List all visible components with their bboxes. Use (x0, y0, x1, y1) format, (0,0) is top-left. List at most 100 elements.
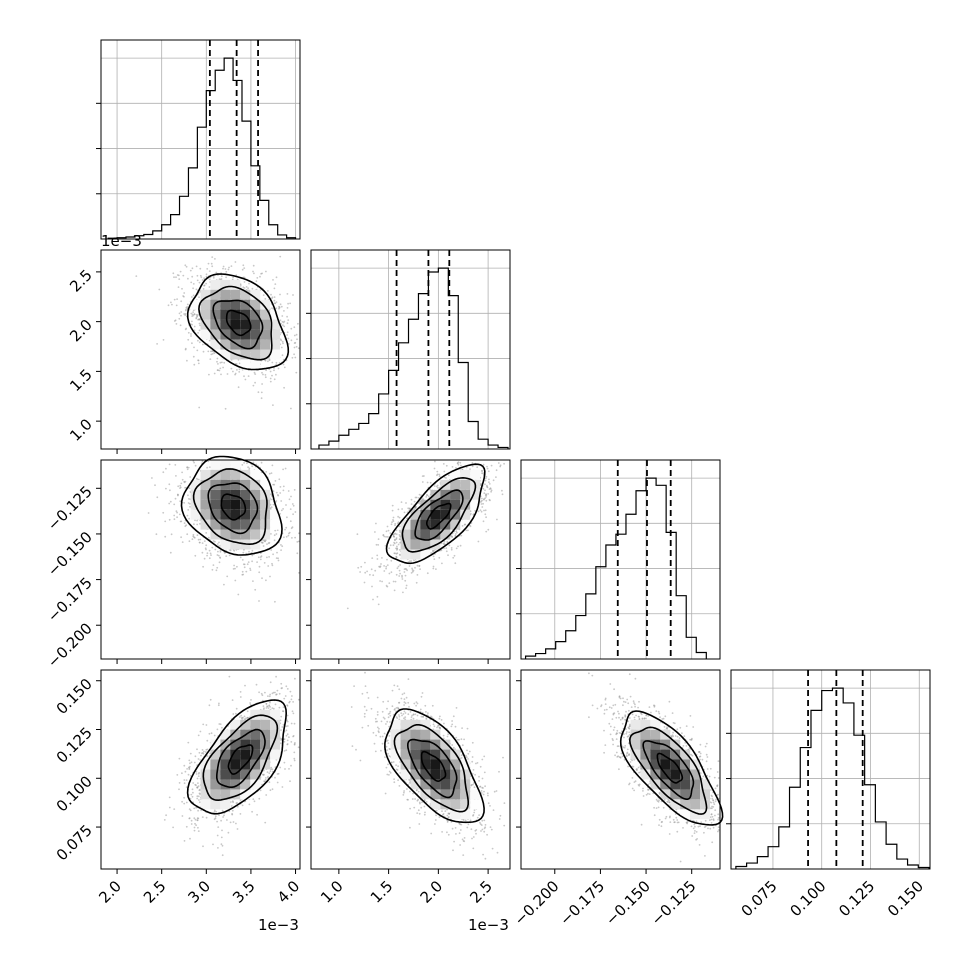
sample-point (357, 566, 360, 569)
sample-point (464, 523, 467, 526)
sample-point (484, 489, 486, 492)
scatter-panel-p1-p3 (96, 455, 301, 664)
sample-point (168, 502, 171, 505)
sample-point (205, 544, 208, 547)
sample-point (297, 540, 300, 543)
sample-point (198, 296, 200, 299)
sample-point (218, 278, 221, 281)
sample-point (196, 519, 199, 522)
density-cell (210, 279, 221, 290)
sample-point (173, 503, 176, 506)
sample-point (290, 495, 292, 498)
sample-point (292, 513, 294, 516)
sample-point (272, 503, 275, 506)
sample-point (186, 533, 189, 536)
sample-point (268, 359, 271, 362)
sample-point (405, 584, 408, 587)
sample-point (415, 505, 417, 508)
sample-point (180, 536, 183, 539)
sample-point (391, 521, 393, 524)
sample-point (282, 489, 285, 492)
sample-point (206, 268, 209, 270)
sample-point (228, 266, 230, 269)
sample-point (296, 338, 298, 341)
sample-point (395, 573, 398, 576)
sample-point (423, 475, 425, 477)
sample-point (194, 464, 197, 467)
sample-point (296, 552, 299, 555)
histogram-panel-p1 (96, 39, 301, 240)
sample-point (252, 580, 254, 582)
sample-point (438, 475, 441, 478)
sample-point (252, 264, 255, 267)
sample-point (203, 284, 206, 287)
sample-point (282, 321, 285, 324)
sample-point (292, 504, 295, 507)
sample-point (180, 314, 182, 317)
sample-point (397, 565, 400, 568)
sample-point (441, 562, 443, 565)
sample-point (421, 481, 424, 483)
sample-point (212, 276, 215, 279)
sample-point (257, 391, 260, 394)
sample-point (286, 516, 288, 519)
sample-point (294, 341, 297, 344)
sample-point (251, 560, 254, 563)
sample-point (433, 485, 436, 487)
sample-point (280, 331, 283, 334)
sample-point (291, 356, 294, 359)
sample-point (200, 276, 203, 279)
sample-point (197, 318, 200, 321)
sample-point (456, 531, 458, 534)
sample-point (381, 580, 383, 583)
sample-point (445, 547, 448, 549)
sample-point (280, 346, 283, 349)
sample-point (210, 353, 213, 356)
scatter-panel-p2-p3 (306, 459, 511, 664)
sample-point (434, 460, 436, 463)
sample-point (282, 508, 284, 510)
sample-point (433, 558, 436, 560)
sample-point (287, 302, 289, 305)
sample-point (186, 468, 189, 471)
sample-point (274, 480, 277, 482)
sample-point (216, 543, 219, 545)
sample-point (275, 533, 278, 535)
sample-point (398, 549, 401, 551)
sample-point (274, 302, 277, 305)
sample-point (393, 589, 396, 592)
sample-point (242, 573, 245, 576)
sample-point (173, 518, 176, 521)
sample-point (192, 355, 195, 358)
sample-point (211, 546, 214, 549)
sample-point (272, 553, 274, 556)
sample-point (497, 462, 500, 464)
sample-point (243, 462, 246, 464)
sample-point (381, 557, 383, 559)
sample-point (263, 562, 266, 564)
histogram-p2 (318, 267, 509, 449)
sample-point (180, 311, 183, 313)
sample-point (294, 536, 296, 539)
sample-point (382, 534, 385, 537)
sample-point (275, 276, 278, 279)
sample-point (413, 500, 416, 503)
sample-point (411, 567, 413, 570)
sample-point (225, 276, 228, 279)
sample-point (394, 522, 397, 525)
sample-point (178, 312, 181, 315)
sample-point (289, 520, 292, 523)
sample-point (230, 367, 233, 370)
sample-point (214, 540, 216, 543)
sample-point (239, 556, 242, 559)
sample-point (277, 367, 280, 370)
sample-point (405, 587, 407, 589)
sample-point (488, 498, 491, 501)
sample-point (198, 318, 201, 321)
sample-point (229, 549, 232, 552)
sample-point (371, 557, 374, 559)
sample-point (289, 302, 291, 305)
sample-point (241, 464, 244, 466)
sample-point (261, 577, 263, 580)
histogram-p3 (524, 477, 707, 659)
